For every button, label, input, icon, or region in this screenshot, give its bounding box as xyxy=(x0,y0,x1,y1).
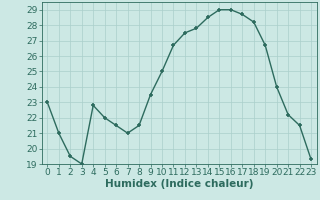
X-axis label: Humidex (Indice chaleur): Humidex (Indice chaleur) xyxy=(105,179,253,189)
